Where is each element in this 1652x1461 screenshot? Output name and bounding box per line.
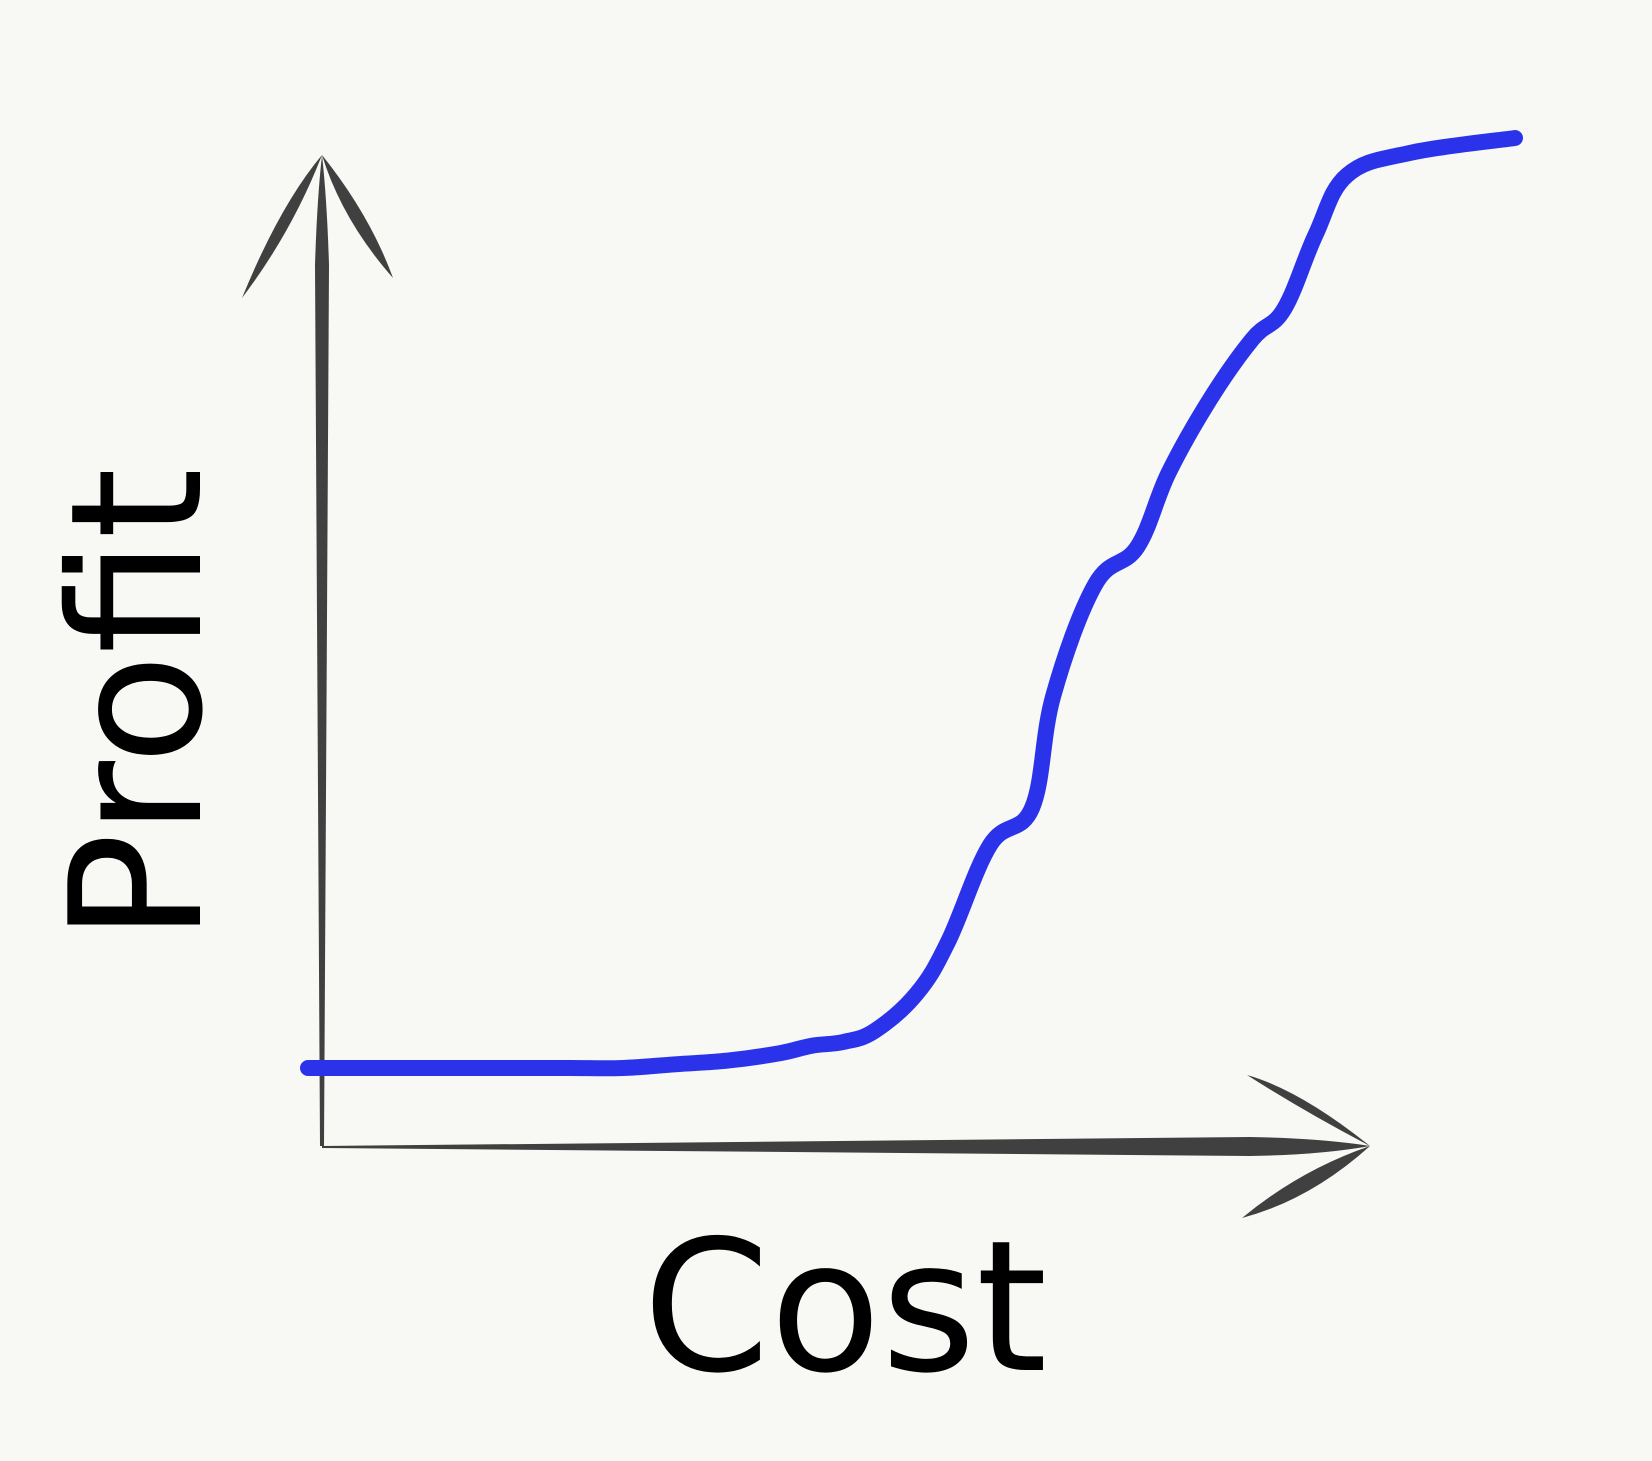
x-axis-label: Cost <box>643 1201 1048 1413</box>
x-axis-arrowhead-top <box>1247 1075 1370 1146</box>
x-axis-arrowhead-bottom <box>1242 1146 1370 1218</box>
y-axis-line <box>315 155 329 1146</box>
series-group <box>300 130 1523 1077</box>
series-line <box>300 130 1523 1077</box>
x-axis-line <box>322 1137 1370 1156</box>
axes <box>242 155 1370 1218</box>
y-axis-label: Profit <box>31 468 243 943</box>
y-axis-arrowhead-right <box>322 155 393 278</box>
y-axis-arrowhead-left <box>242 155 322 298</box>
